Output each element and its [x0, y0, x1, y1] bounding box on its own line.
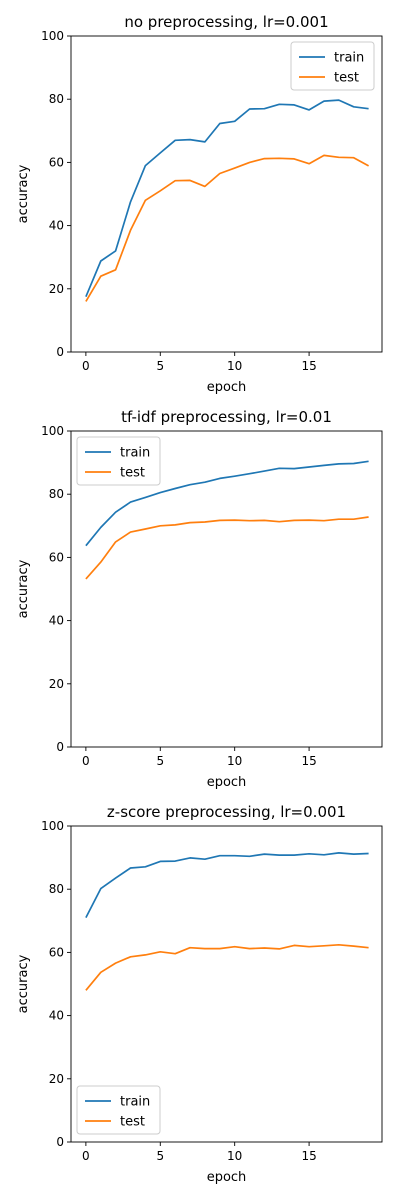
y-tick-label: 0 — [56, 1135, 64, 1149]
axes-frame — [70, 35, 383, 353]
legend: train test — [76, 1085, 161, 1135]
x-tick-label: 0 — [82, 359, 90, 373]
series-line-train — [85, 852, 369, 918]
y-tick-label: 80 — [49, 92, 64, 106]
y-axis-label: accuracy — [16, 559, 31, 618]
axes-frame — [70, 825, 383, 1143]
x-axis-label: epoch — [207, 380, 247, 395]
legend-label-test: test — [120, 466, 145, 481]
series-line-test — [85, 943, 369, 991]
legend-label-train: train — [334, 51, 364, 66]
x-tick-label: 10 — [227, 1149, 242, 1163]
chart-title: no preprocessing, lr=0.001 — [124, 13, 328, 31]
x-axis-label: epoch — [207, 1170, 247, 1185]
legend: train test — [290, 41, 375, 91]
y-tick-label: 80 — [49, 882, 64, 896]
series-line-test — [85, 154, 370, 302]
y-tick-label: 80 — [49, 487, 64, 501]
x-tick-label: 15 — [301, 1149, 316, 1163]
legend: train test — [76, 436, 161, 486]
y-tick-label: 40 — [49, 219, 64, 233]
chart-panel-1: no preprocessing, lr=0.001 0 20 40 60 80 100 0 5… — [16, 13, 383, 395]
chart-title: z-score preprocessing, lr=0.001 — [107, 803, 346, 821]
x-tick-label: 5 — [156, 1149, 164, 1163]
y-tick-label: 0 — [56, 345, 64, 359]
legend-box — [76, 1085, 161, 1135]
legend-box — [76, 436, 161, 486]
axes-frame — [70, 430, 383, 748]
x-tick-label: 15 — [301, 359, 316, 373]
y-tick-label: 100 — [41, 29, 64, 43]
y-tick-label: 20 — [49, 1072, 64, 1086]
y-axis-label: accuracy — [16, 164, 31, 223]
series-line-test — [85, 516, 369, 580]
y-axis-label: accuracy — [16, 954, 31, 1013]
y-tick-label: 20 — [49, 677, 64, 691]
y-tick-label: 60 — [49, 945, 64, 959]
chart-panel-2: tf-idf preprocessing, lr=0.01 0 20 40 60 80 10… — [16, 408, 383, 790]
y-tick-label: 20 — [49, 282, 64, 296]
x-axis-label: epoch — [207, 775, 247, 790]
legend-label-train: train — [120, 1095, 150, 1110]
x-tick-label: 5 — [156, 359, 164, 373]
y-tick-label: 40 — [49, 614, 64, 628]
y-tick-label: 0 — [56, 740, 64, 754]
x-tick-label: 10 — [227, 754, 242, 768]
y-tick-label: 60 — [49, 155, 64, 169]
x-tick-label: 15 — [301, 754, 316, 768]
legend-label-test: test — [120, 1115, 145, 1130]
y-tick-label: 100 — [41, 424, 64, 438]
x-tick-label: 0 — [82, 754, 90, 768]
y-tick-label: 100 — [41, 819, 64, 833]
chart-panel-3: z-score preprocessing, lr=0.001 0 20 40 60 80… — [16, 803, 383, 1185]
y-tick-label: 40 — [49, 1009, 64, 1023]
series-line-train — [85, 99, 369, 298]
legend-label-test: test — [334, 71, 359, 86]
x-tick-label: 0 — [82, 1149, 90, 1163]
chart-title: tf-idf preprocessing, lr=0.01 — [121, 408, 332, 426]
legend-box — [290, 41, 375, 91]
legend-label-train: train — [120, 446, 150, 461]
y-tick-label: 60 — [49, 550, 64, 564]
x-tick-label: 5 — [156, 754, 164, 768]
x-tick-label: 10 — [227, 359, 242, 373]
series-line-train — [85, 460, 369, 547]
